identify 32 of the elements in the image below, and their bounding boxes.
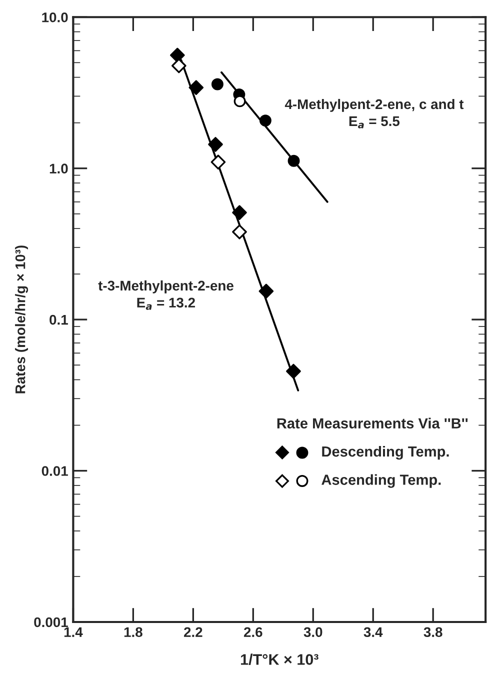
legend-label: Ascending Temp. (322, 474, 441, 488)
point (286, 364, 301, 379)
x-tick-label: 3.8 (424, 627, 442, 638)
point (211, 78, 224, 90)
point (234, 95, 246, 108)
y-tick-label: 0.01 (42, 466, 68, 476)
annotation: 4-Methylpent-2-ene, c and t E$_{a}$ = 5.5 (284, 98, 464, 128)
x-tick-label: 2.6 (244, 627, 262, 638)
y-tick-label: 0.1 (50, 314, 68, 325)
point (171, 58, 186, 74)
x-tick-label: 3.0 (304, 627, 322, 638)
point (232, 224, 247, 240)
annotation: t-3-Methylpent-2-ene E$_{a}$ = 13.2 (98, 280, 234, 310)
point (188, 80, 204, 96)
legend-label: Descending Temp. (322, 446, 449, 460)
point (258, 284, 274, 299)
point (170, 48, 185, 63)
y-tick-label: 0.001 (34, 617, 68, 628)
point (288, 154, 300, 167)
x-tick-label: 2.2 (184, 627, 202, 637)
point (232, 205, 247, 220)
point (259, 114, 272, 127)
x-tick-label: 3.4 (364, 627, 383, 638)
y-axis-title: Rates (mole/hr/g × 10³) (15, 246, 28, 394)
point (210, 154, 226, 170)
x-tick-label: 1.8 (124, 627, 142, 638)
x-tick-label: 1.4 (64, 627, 83, 637)
y-tick-label: 1.0 (50, 164, 68, 174)
y-tick-label: 10.0 (42, 12, 68, 22)
point (208, 136, 223, 152)
x-axis-title: 1/T°K × 10³ (240, 654, 318, 666)
legend-title: Rate Measurements Via ''B'' (277, 418, 468, 429)
